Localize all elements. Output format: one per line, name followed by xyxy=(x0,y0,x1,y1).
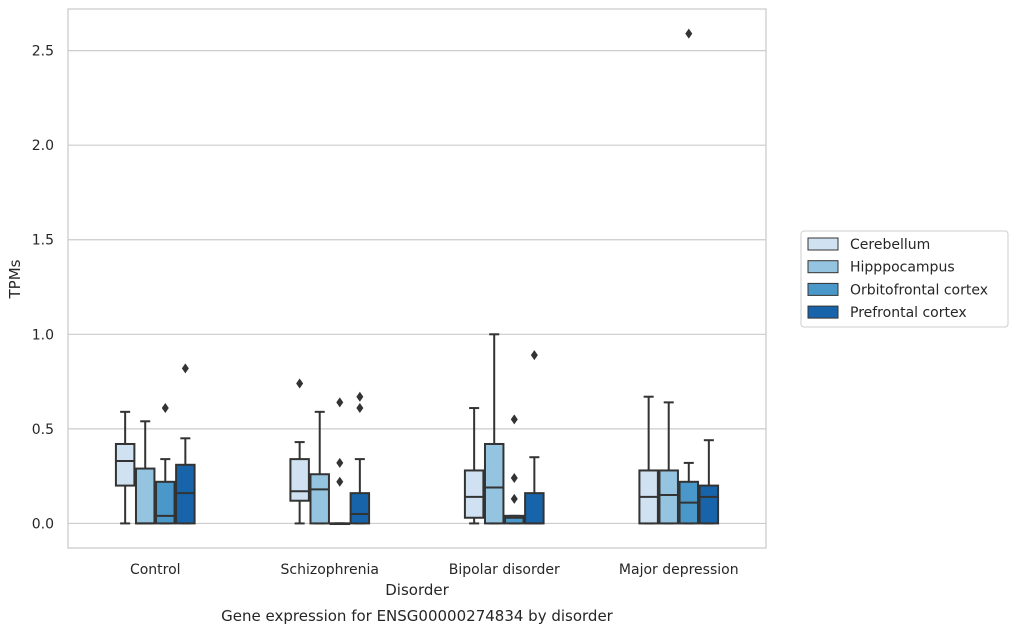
box-group xyxy=(698,439,720,525)
box-iqr xyxy=(349,492,371,525)
outlier-point xyxy=(336,476,344,487)
outlier-point xyxy=(510,493,518,504)
legend-swatch xyxy=(807,305,839,319)
box-group xyxy=(155,403,176,525)
box-iqr xyxy=(504,514,525,525)
chart-caption: Gene expression for ENSG00000274834 by d… xyxy=(221,607,614,625)
box-iqr xyxy=(114,442,136,487)
box-group xyxy=(678,28,700,525)
box-iqr xyxy=(698,484,720,525)
legend-swatch xyxy=(807,260,839,274)
box-iqr xyxy=(309,473,330,525)
outlier-point xyxy=(336,397,344,408)
box-group xyxy=(483,333,505,525)
legend-item: Hipppocampus xyxy=(807,260,955,276)
box-group xyxy=(289,378,310,525)
y-tick-label: 2.5 xyxy=(32,44,54,60)
y-axis-label: TPMs xyxy=(6,259,24,299)
x-axis-ticks: Control Schizophrenia Bipolar disorder Majo… xyxy=(130,562,739,578)
box-iqr xyxy=(289,458,310,502)
box-plot-series xyxy=(114,28,720,526)
y-tick-label: 2.0 xyxy=(32,138,54,154)
y-axis-ticks: 0.0 0.5 1.0 1.5 2.0 2.5 xyxy=(32,44,54,533)
box-iqr xyxy=(658,469,679,525)
legend-label: Prefrontal cortex xyxy=(850,305,967,321)
box-group xyxy=(114,410,136,525)
box-iqr xyxy=(134,467,156,525)
outlier-point xyxy=(296,378,304,389)
box-group xyxy=(134,420,156,525)
y-tick-label: 0.5 xyxy=(32,422,54,438)
legend-frame xyxy=(800,230,1009,328)
outlier-point xyxy=(530,350,538,361)
box-iqr xyxy=(483,442,505,525)
legend-swatch xyxy=(807,282,839,296)
outlier-point xyxy=(356,403,364,414)
box-group xyxy=(463,407,485,525)
legend-item: Prefrontal cortex xyxy=(807,305,967,321)
outlier-point xyxy=(161,403,169,414)
box-iqr xyxy=(463,469,485,519)
legend-label: Orbitofrontal cortex xyxy=(850,282,988,298)
outlier-point xyxy=(356,391,364,402)
y-tick-label: 1.5 xyxy=(32,233,54,249)
box-group xyxy=(329,397,351,526)
box-group xyxy=(504,414,525,525)
legend: Cerebellum Hipppocampus Orbitofrontal cort… xyxy=(800,230,1009,328)
box-group xyxy=(175,363,196,525)
legend-label: Hipppocampus xyxy=(850,260,955,276)
y-tick-label: 1.0 xyxy=(32,327,54,343)
plot-frame xyxy=(67,8,767,549)
x-tick-label: Control xyxy=(130,562,181,578)
grid-lines xyxy=(68,50,766,525)
box-group xyxy=(309,410,330,525)
outlier-point xyxy=(336,457,344,468)
x-tick-label: Major depression xyxy=(619,562,739,578)
x-axis-label: Disorder xyxy=(385,581,449,599)
legend-item: Orbitofrontal cortex xyxy=(807,282,988,298)
outlier-point xyxy=(181,363,189,374)
legend-label: Cerebellum xyxy=(850,237,930,253)
box-iqr xyxy=(155,480,176,525)
x-tick-label: Schizophrenia xyxy=(281,562,379,578)
outlier-point xyxy=(510,414,518,425)
box-iqr xyxy=(524,492,545,525)
outlier-point xyxy=(685,28,693,39)
box-group xyxy=(638,395,659,525)
x-tick-label: Bipolar disorder xyxy=(449,562,560,578)
outlier-point xyxy=(510,473,518,484)
box-group xyxy=(524,350,545,525)
legend-swatch xyxy=(807,237,839,251)
box-group xyxy=(658,401,679,525)
box-group xyxy=(349,391,371,525)
y-tick-label: 0.0 xyxy=(32,516,54,532)
legend-item: Cerebellum xyxy=(807,237,930,253)
